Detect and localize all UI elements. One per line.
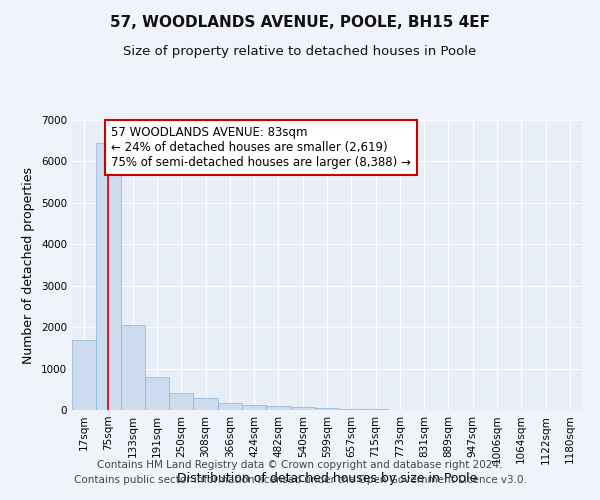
Y-axis label: Number of detached properties: Number of detached properties bbox=[22, 166, 35, 364]
Bar bbox=[145, 377, 169, 410]
Bar bbox=[96, 143, 121, 410]
Bar bbox=[72, 340, 96, 410]
Bar bbox=[121, 325, 145, 410]
X-axis label: Distribution of detached houses by size in Poole: Distribution of detached houses by size … bbox=[177, 472, 477, 485]
Bar bbox=[339, 409, 364, 410]
Bar bbox=[218, 403, 242, 410]
Text: Contains HM Land Registry data © Crown copyright and database right 2024.
Contai: Contains HM Land Registry data © Crown c… bbox=[74, 460, 526, 485]
Text: 57, WOODLANDS AVENUE, POOLE, BH15 4EF: 57, WOODLANDS AVENUE, POOLE, BH15 4EF bbox=[110, 15, 490, 30]
Bar bbox=[266, 406, 290, 410]
Bar bbox=[242, 405, 266, 410]
Text: 57 WOODLANDS AVENUE: 83sqm
← 24% of detached houses are smaller (2,619)
75% of s: 57 WOODLANDS AVENUE: 83sqm ← 24% of deta… bbox=[111, 126, 411, 169]
Text: Size of property relative to detached houses in Poole: Size of property relative to detached ho… bbox=[124, 45, 476, 58]
Bar bbox=[290, 407, 315, 410]
Bar bbox=[193, 398, 218, 410]
Bar bbox=[315, 408, 339, 410]
Bar bbox=[169, 392, 193, 410]
